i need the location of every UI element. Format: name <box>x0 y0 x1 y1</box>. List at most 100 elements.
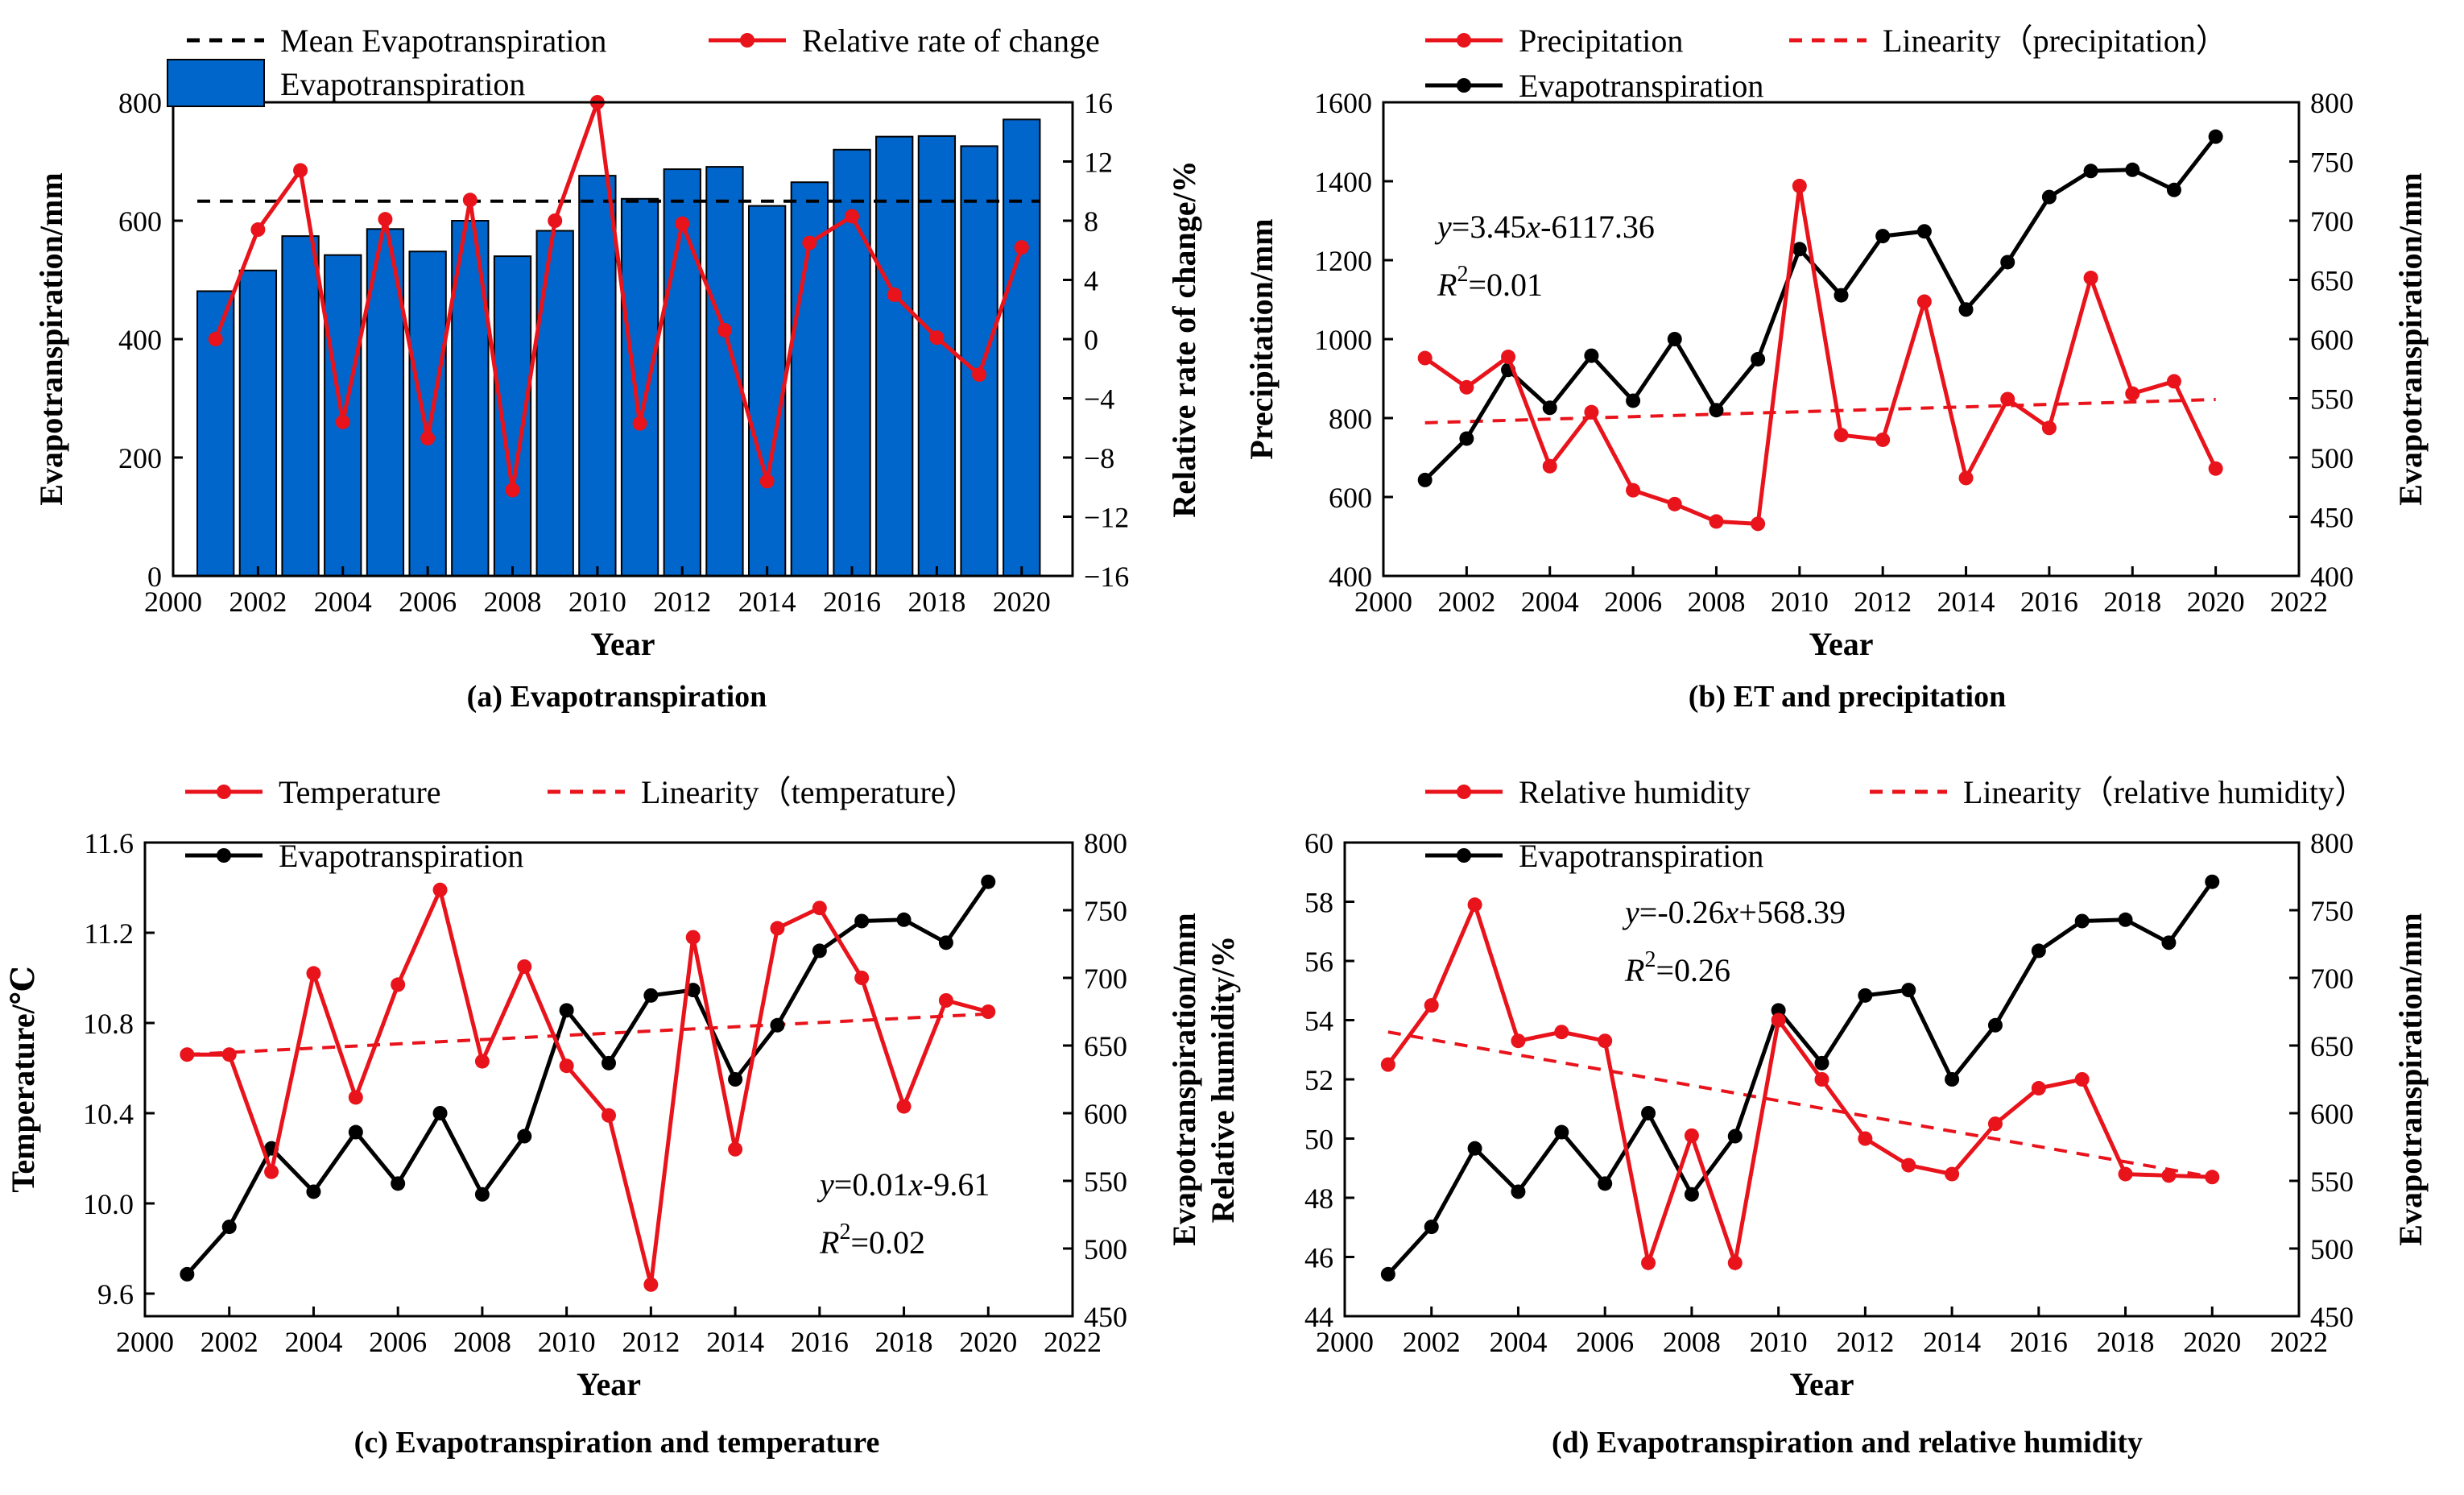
legend-series-label: Temperature <box>279 774 441 810</box>
series-point <box>812 901 827 916</box>
et-line <box>185 880 990 1276</box>
et-bar <box>663 168 701 577</box>
series-point <box>264 1164 279 1179</box>
x-tick-label: 2018 <box>907 586 965 618</box>
series-point <box>2031 1081 2046 1096</box>
x-tick-label: 2012 <box>622 1326 680 1358</box>
et-point <box>432 1106 448 1120</box>
y-tick-label: 58 <box>1304 887 1333 919</box>
rate-point <box>717 322 732 338</box>
rate-point <box>887 287 902 302</box>
et-point <box>1459 431 1474 446</box>
legend-et-marker <box>1457 848 1471 863</box>
legend-trend-label: Linearity（temperature） <box>641 774 978 810</box>
y-tick-label: 48 <box>1304 1182 1333 1215</box>
series-point <box>1771 1013 1786 1028</box>
eq-coef: =3.45 <box>1452 209 1527 245</box>
et-point <box>854 913 870 929</box>
x-tick-label: 2000 <box>1316 1326 1374 1358</box>
eq-coef: =-0.26 <box>1639 894 1725 930</box>
eq-y: y <box>1434 209 1452 245</box>
et-point <box>1554 1124 1569 1140</box>
et-point <box>517 1128 532 1144</box>
y-tick-label: 600 <box>1329 482 1372 514</box>
eq-x: x <box>1525 209 1540 245</box>
x-tick-label: 2006 <box>369 1326 427 1358</box>
r2-symbol: R <box>1624 952 1644 988</box>
series-point <box>2161 1168 2177 1183</box>
y2-tick-label: −12 <box>1084 502 1129 534</box>
et-point <box>938 935 953 950</box>
et-point <box>2031 943 2046 959</box>
y2-tick-label: 800 <box>2310 827 2354 859</box>
legend-series-marker <box>1457 33 1471 48</box>
r2-power: 2 <box>1457 262 1468 287</box>
panel-d: 2000 2002 2004 2006 2008 2010 2012 2014 2016 2018… <box>1205 774 2429 1460</box>
rate-point <box>929 330 945 346</box>
r2-symbol: R <box>1437 267 1457 303</box>
x-tick-label: 2002 <box>1403 1326 1461 1358</box>
y-axis-title: Temperature/℃ <box>5 966 41 1192</box>
y2-tick-label: 750 <box>2310 147 2354 179</box>
x-tick-label: 2022 <box>2270 1326 2328 1358</box>
series-point <box>2118 1166 2133 1182</box>
series-point <box>432 882 448 897</box>
y2-tick-label: 8 <box>1084 205 1098 238</box>
et-point <box>1916 224 1932 239</box>
y2-tick-label: 750 <box>1084 895 1127 927</box>
rate-point <box>420 431 436 446</box>
rate-point <box>845 209 860 224</box>
legend-series-marker <box>217 785 231 799</box>
et-point <box>1858 988 1873 1003</box>
et-point <box>1542 400 1557 416</box>
y2-tick-label: 550 <box>2310 383 2354 416</box>
legend-et-label: Evapotranspiration <box>280 66 525 102</box>
y-tick-label: 56 <box>1304 946 1333 978</box>
et-point <box>2161 935 2177 950</box>
x-tick-label: 2016 <box>823 586 881 618</box>
series-point <box>981 1004 996 1019</box>
et-point <box>1792 242 1807 257</box>
series-point <box>1987 1116 2003 1132</box>
et-point <box>391 1176 406 1191</box>
y-tick-label: 11.2 <box>84 917 134 950</box>
et-point <box>2166 182 2181 197</box>
rate-point <box>632 416 647 431</box>
legend-trend-label: Linearity（precipitation） <box>1883 23 2228 59</box>
r-squared: R2=0.01 <box>1437 262 1543 303</box>
series-point <box>1684 1128 1699 1143</box>
series-point <box>1727 1255 1743 1270</box>
y2-tick-label: 650 <box>2310 265 2354 297</box>
series-point <box>602 1108 616 1123</box>
series-point <box>854 971 870 985</box>
x-tick-label: 2014 <box>738 586 796 618</box>
r2-power: 2 <box>1644 947 1656 972</box>
y-tick-label: 10.0 <box>83 1188 134 1220</box>
et-point <box>1875 229 1891 244</box>
series-point <box>938 993 953 1008</box>
et-bar <box>875 135 914 577</box>
y2-tick-label: 650 <box>2310 1030 2354 1062</box>
series-point <box>1424 998 1439 1013</box>
y2-tick-label: −16 <box>1084 561 1129 593</box>
r2-value: =0.02 <box>850 1224 925 1261</box>
series-point <box>306 966 321 981</box>
series-point <box>2208 461 2223 476</box>
legend-series-label: Precipitation <box>1519 23 1683 59</box>
plot-frame <box>143 841 1074 1318</box>
x-tick-label: 2006 <box>399 586 457 618</box>
series-point <box>1834 428 1849 443</box>
series-point <box>1709 514 1724 529</box>
series-point <box>728 1141 743 1157</box>
y-tick-label: 1200 <box>1314 245 1372 277</box>
series-point <box>1501 350 1516 365</box>
y-tick-label: 800 <box>118 87 162 119</box>
r2-symbol: R <box>819 1224 839 1261</box>
y-tick-label: 1600 <box>1314 87 1372 119</box>
legend-et-marker <box>1457 78 1471 93</box>
et-point <box>1511 1184 1526 1199</box>
et-point <box>2000 255 2015 270</box>
eq-coef: =0.01 <box>834 1166 909 1203</box>
et-point <box>896 912 912 927</box>
